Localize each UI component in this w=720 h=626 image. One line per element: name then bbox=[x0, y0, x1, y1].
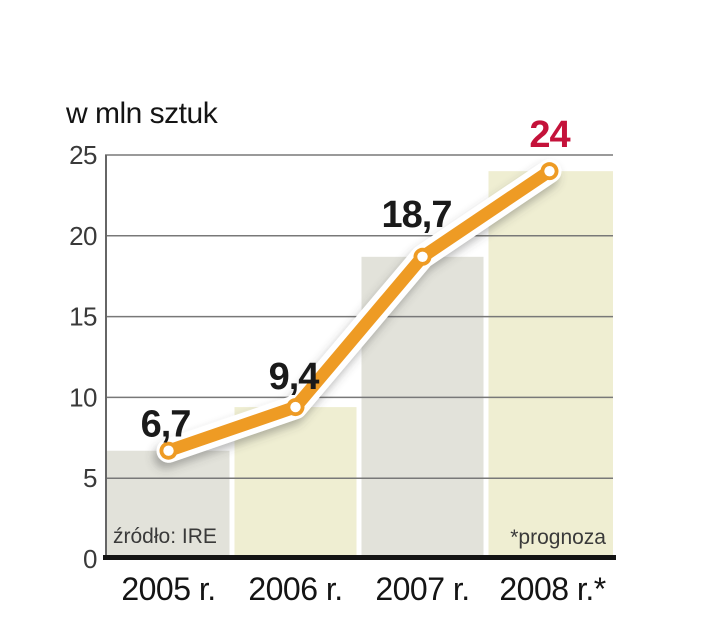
value-label: 9,4 bbox=[269, 356, 320, 398]
y-tick-label: 15 bbox=[69, 302, 97, 332]
series-line bbox=[162, 164, 556, 457]
footnote-label: *prognoza bbox=[510, 526, 606, 549]
y-tick-label: 25 bbox=[69, 140, 97, 170]
value-label: 18,7 bbox=[382, 194, 452, 236]
x-tick-label: 2005 r. bbox=[121, 571, 215, 607]
data-point-dot bbox=[290, 401, 301, 413]
x-tick-label: 2007 r. bbox=[375, 571, 469, 607]
y-tick-label: 5 bbox=[83, 463, 97, 493]
x-tick-label: 2006 r. bbox=[248, 571, 342, 607]
column-band bbox=[105, 450, 230, 559]
x-tick-label: 2008 r.* bbox=[499, 571, 605, 607]
source-label: źródło: IRE bbox=[113, 525, 217, 548]
column-band bbox=[488, 171, 613, 559]
data-point-dot bbox=[544, 165, 555, 177]
y-tick-label: 0 bbox=[83, 544, 97, 574]
y-tick-label: 20 bbox=[69, 221, 97, 251]
value-label: 24 bbox=[529, 114, 570, 156]
data-point-dot bbox=[163, 445, 174, 456]
chart-title: w mln sztuk bbox=[66, 97, 218, 130]
value-label: 6,7 bbox=[141, 404, 191, 446]
y-tick-label: 10 bbox=[69, 382, 97, 412]
data-point-dot bbox=[417, 251, 428, 263]
